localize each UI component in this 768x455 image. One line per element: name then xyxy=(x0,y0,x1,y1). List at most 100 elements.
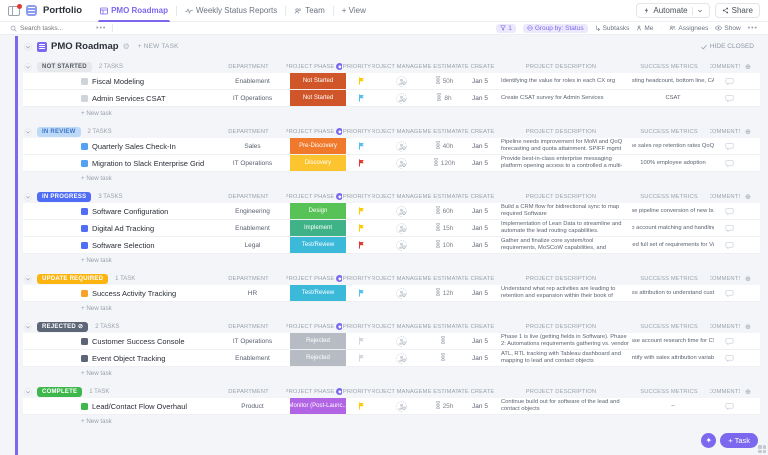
column-header-success-metrics[interactable]: SUCCESS METRICS xyxy=(628,194,710,200)
project-phase-cell[interactable]: Implement xyxy=(290,220,346,236)
column-header-comments[interactable]: COMMENTS xyxy=(710,324,740,330)
ai-assistant-button[interactable]: ✦ xyxy=(701,433,717,448)
add-column-icon[interactable]: ⊕ xyxy=(744,63,751,71)
column-header-project-description[interactable]: PROJECT DESCRIPTION xyxy=(494,194,628,200)
collapse-group-icon[interactable] xyxy=(23,322,33,331)
project-description-cell[interactable]: Provide best-in-class enterprise messagi… xyxy=(498,155,632,171)
column-header-project-manager[interactable]: PROJECT MANAGER xyxy=(372,194,422,200)
priority-flag-icon[interactable] xyxy=(346,350,376,366)
project-manager-cell[interactable]: ⚙ xyxy=(376,398,426,414)
project-phase-cell[interactable]: Not Started xyxy=(290,90,346,106)
project-manager-cell[interactable]: ⚙ xyxy=(376,220,426,236)
task-row[interactable]: Quarterly Sales Check-In Sales Pre-Discove… xyxy=(23,138,760,155)
column-header-project-phase[interactable]: PROJECT PHASE ◆ xyxy=(286,128,342,135)
project-description-cell[interactable]: ATL, RTL tracking with Tableau dashboard… xyxy=(498,350,632,366)
column-header-comments[interactable]: COMMENTS xyxy=(710,276,740,282)
priority-flag-icon[interactable] xyxy=(346,73,376,89)
project-phase-cell[interactable]: Test/Review xyxy=(290,285,346,301)
column-header-success-metrics[interactable]: SUCCESS METRICS xyxy=(628,276,710,282)
project-phase-cell[interactable]: Test/Review xyxy=(290,237,346,253)
column-header-department[interactable]: DEPARTMENT xyxy=(211,129,286,135)
task-row[interactable]: Admin Services CSAT IT Operations Not Star… xyxy=(23,90,760,107)
project-manager-cell[interactable]: ⚙ xyxy=(376,333,426,349)
comments-cell[interactable] xyxy=(714,90,744,106)
comments-cell[interactable] xyxy=(714,155,744,171)
column-header-project-description[interactable]: PROJECT DESCRIPTION xyxy=(494,64,628,70)
new-task-button[interactable]: + NEW TASK xyxy=(137,43,179,50)
success-metrics-cell[interactable]: CSAT xyxy=(665,95,681,101)
column-header-success-metrics[interactable]: SUCCESS METRICS xyxy=(628,324,710,330)
task-row[interactable]: Customer Success Console IT Operations Rej… xyxy=(23,333,760,350)
column-header-project-manager[interactable]: PROJECT MANAGER xyxy=(372,64,422,70)
project-phase-cell[interactable]: Design xyxy=(290,203,346,219)
assignees-control[interactable]: Assignees xyxy=(669,25,708,32)
collapse-group-icon[interactable] xyxy=(23,62,33,71)
task-row[interactable]: Digital Ad Tracking Enablement Implement ⚙ 1… xyxy=(23,220,760,237)
department-cell[interactable]: IT Operations xyxy=(232,94,273,102)
project-description-cell[interactable]: Gather and finalize core system/tool req… xyxy=(498,237,632,253)
status-pill[interactable]: REJECTED ⊘ xyxy=(37,321,89,332)
column-header-comments[interactable]: COMMENTS xyxy=(710,64,740,70)
add-column-icon[interactable]: ⊕ xyxy=(744,193,751,201)
column-header-date-created[interactable]: DATE CREATED xyxy=(458,194,494,200)
column-header-project-description[interactable]: PROJECT DESCRIPTION xyxy=(494,276,628,282)
project-manager-cell[interactable]: ⚙ xyxy=(376,237,426,253)
column-header-time-estimate[interactable]: TIME ESTIMATE xyxy=(422,389,458,395)
success-metrics-cell[interactable]: Lead to account matching and handling of… xyxy=(632,225,714,231)
column-header-priority[interactable]: PRIORITY xyxy=(342,276,372,282)
automate-button[interactable]: Automate xyxy=(636,3,710,18)
project-manager-cell[interactable]: ⚙ xyxy=(376,155,426,171)
success-metrics-cell[interactable]: To identify with sales attribution varia… xyxy=(632,355,714,361)
project-manager-cell[interactable]: ⚙ xyxy=(376,138,426,154)
column-header-priority[interactable]: PRIORITY xyxy=(342,64,372,70)
column-header-project-manager[interactable]: PROJECT MANAGER xyxy=(372,389,422,395)
priority-flag-icon[interactable] xyxy=(346,398,376,414)
project-phase-cell[interactable]: Monitor (Post-Launc... xyxy=(290,398,346,414)
department-cell[interactable]: Engineering xyxy=(235,207,270,215)
column-header-time-estimate[interactable]: TIME ESTIMATE xyxy=(422,194,458,200)
task-row[interactable]: Event Object Tracking Enablement Rejected ⚙… xyxy=(23,350,760,367)
time-estimate-cell[interactable]: 60h xyxy=(426,203,462,219)
task-status-square[interactable] xyxy=(81,77,88,85)
search-input[interactable] xyxy=(20,24,90,32)
project-manager-cell[interactable]: ⚙ xyxy=(376,90,426,106)
resize-grid-icon[interactable] xyxy=(758,445,766,453)
column-header-department[interactable]: DEPARTMENT xyxy=(211,64,286,70)
column-header-project-phase[interactable]: PROJECT PHASE ◆ xyxy=(286,388,342,395)
add-task-fab[interactable]: + Task xyxy=(720,433,758,448)
priority-flag-icon[interactable] xyxy=(346,333,376,349)
column-header-priority[interactable]: PRIORITY xyxy=(342,324,372,330)
task-status-square[interactable] xyxy=(81,224,88,232)
column-header-success-metrics[interactable]: SUCCESS METRICS xyxy=(628,389,710,395)
project-manager-cell[interactable]: ⚙ xyxy=(376,73,426,89)
task-status-square[interactable] xyxy=(81,207,88,215)
column-header-time-estimate[interactable]: TIME ESTIMATE xyxy=(422,129,458,135)
success-metrics-cell[interactable]: Increase pipeline conversion of new busi… xyxy=(632,208,714,214)
collapse-view-icon[interactable] xyxy=(23,42,33,51)
project-manager-cell[interactable]: ⚙ xyxy=(376,203,426,219)
status-pill[interactable]: COMPLETE xyxy=(37,386,83,397)
project-description-cell[interactable]: Understand what rep activities are leadi… xyxy=(498,285,632,301)
column-header-time-estimate[interactable]: TIME ESTIMATE xyxy=(422,324,458,330)
add-column-icon[interactable]: ⊕ xyxy=(744,323,751,331)
success-metrics-cell[interactable]: Finalized full set of requirements for V… xyxy=(632,242,714,248)
project-phase-cell[interactable]: Pre-Discovery xyxy=(290,138,346,154)
column-header-priority[interactable]: PRIORITY xyxy=(342,194,372,200)
department-cell[interactable]: Product xyxy=(241,402,264,410)
priority-flag-icon[interactable] xyxy=(346,203,376,219)
project-description-cell[interactable]: Continue build out for software of the l… xyxy=(498,398,632,414)
add-task-row[interactable]: + New task xyxy=(81,370,112,377)
task-row[interactable]: Migration to Slack Enterprise Grid IT Ope… xyxy=(23,155,760,172)
status-pill[interactable]: IN REVIEW xyxy=(37,126,81,137)
task-status-square[interactable] xyxy=(81,94,88,102)
add-task-row[interactable]: + New task xyxy=(81,110,112,117)
priority-flag-icon[interactable] xyxy=(346,155,376,171)
add-column-icon[interactable]: ⊕ xyxy=(744,128,751,136)
comments-cell[interactable] xyxy=(714,203,744,219)
department-cell[interactable]: IT Operations xyxy=(232,337,273,345)
column-header-project-description[interactable]: PROJECT DESCRIPTION xyxy=(494,324,628,330)
column-header-project-manager[interactable]: PROJECT MANAGER xyxy=(372,129,422,135)
column-header-project-phase[interactable]: PROJECT PHASE ◆ xyxy=(286,323,342,330)
status-pill[interactable]: NOT STARTED xyxy=(37,61,92,72)
success-metrics-cell[interactable]: Increase sales rep retention rates QoQ a… xyxy=(632,143,714,149)
